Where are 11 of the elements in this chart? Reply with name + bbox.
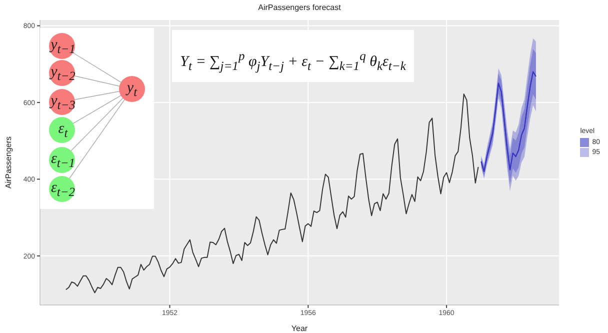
- annotation: ε$_{t−1}$: [49, 150, 77, 172]
- y-axis-title: AirPassengers: [4, 136, 13, 189]
- annotation: y$_{t−2}$: [49, 63, 77, 85]
- annotation: ε$_{t−2}$: [49, 179, 77, 201]
- annotation: y$_{t−1}$: [49, 36, 77, 58]
- x-axis-title: Year: [291, 324, 308, 333]
- annotation: y$_{t}$: [118, 79, 146, 101]
- annotation: ε$_{t}$: [49, 120, 77, 142]
- annotation: y$_{t−3}$: [49, 92, 77, 114]
- text: Y$_{t}$ = ∑$_{j=1}$$^{p}$ φ$_{j}$Y$_{t−j}$ + ε$_{t}$ − ∑$_{k=1}$$^{q}$ θ$_{k}$ε$_{t−k}$: [180, 49, 406, 73]
- chart-title: AirPassengers forecast: [257, 3, 342, 12]
